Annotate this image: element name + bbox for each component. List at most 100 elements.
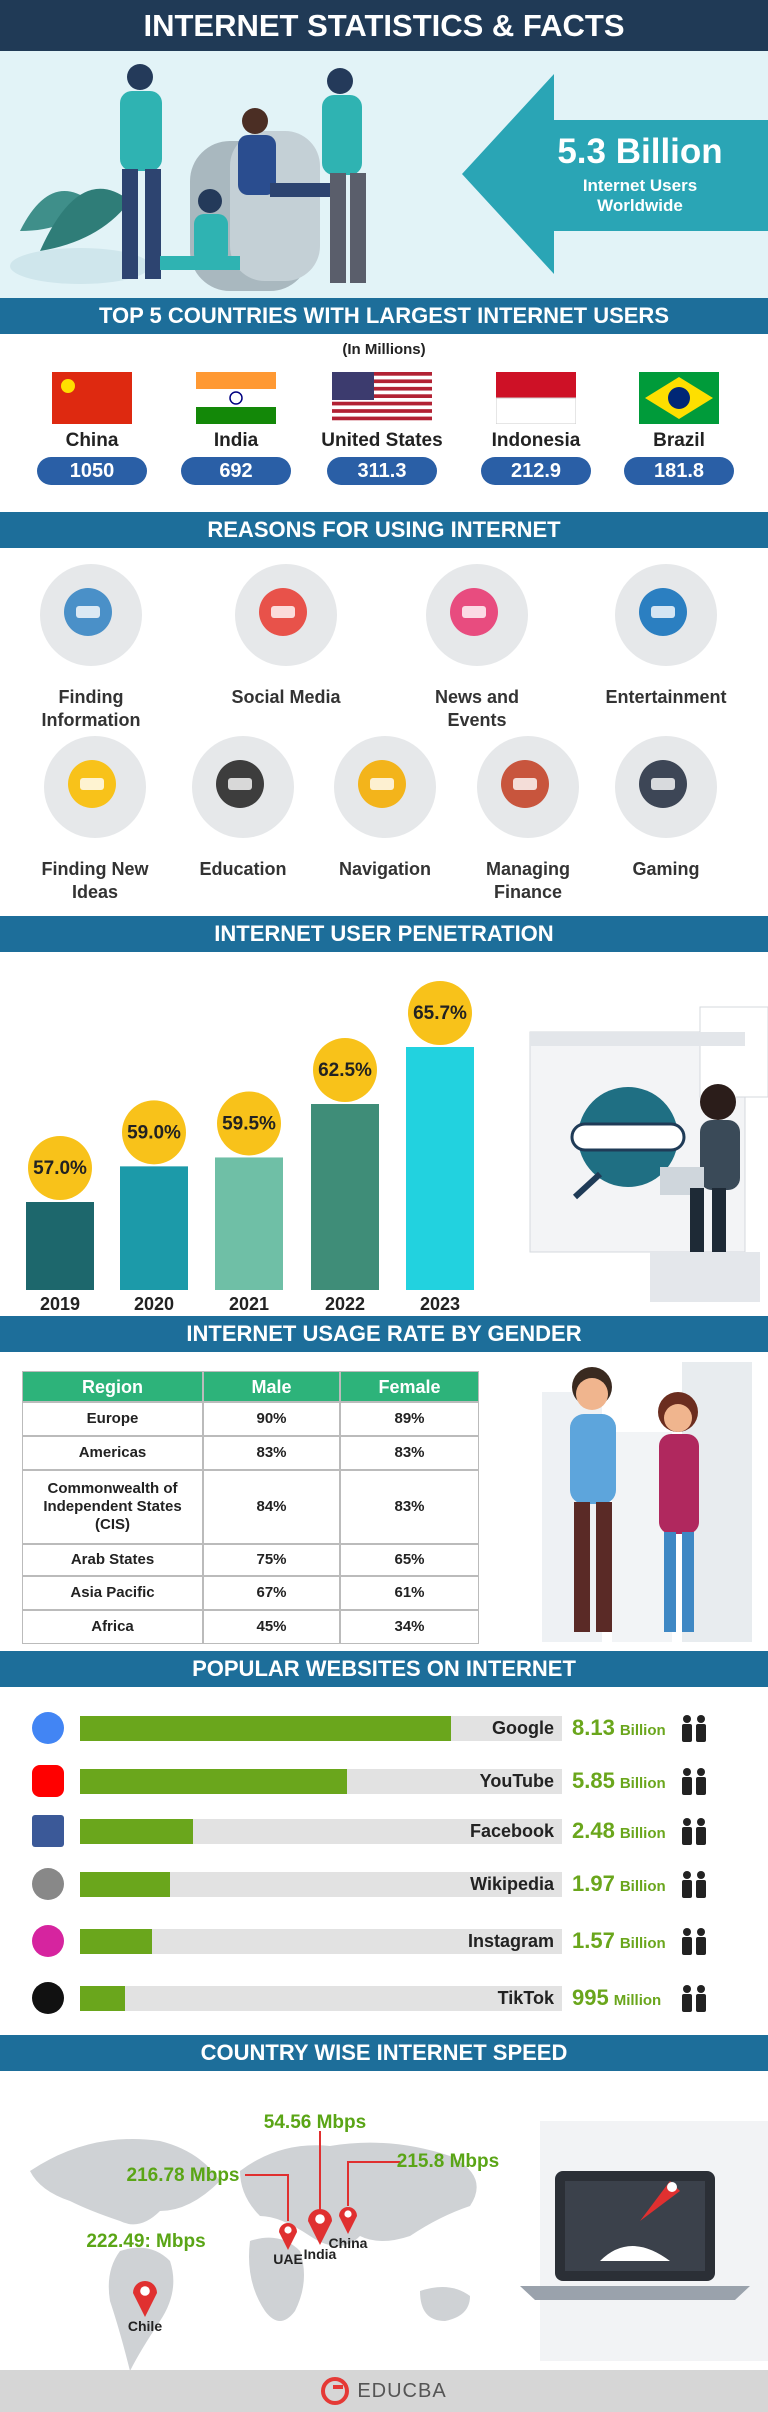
reason-label: Managing Finance (486, 859, 570, 902)
flag-star (61, 379, 75, 393)
person-body (696, 1777, 706, 1795)
value-bubble (313, 1038, 377, 1103)
value-unit: Billion (619, 1825, 666, 1842)
flag-band (496, 397, 576, 424)
decoration (350, 173, 366, 283)
decoration (122, 169, 138, 279)
value: 1.97 Billion (572, 1870, 666, 1898)
category-label: YouTube (479, 1771, 554, 1791)
section-title: INTERNET USAGE RATE BY GENDER (0, 1316, 768, 1352)
decoration (321, 2377, 350, 2405)
x-tick-label: 2022 (325, 1294, 365, 1314)
section-title: COUNTRY WISE INTERNET SPEED (0, 2035, 768, 2071)
hero-headline: 5.3 Billion (557, 132, 723, 171)
speed-label: 54.56 Mbps (264, 2112, 366, 2133)
decoration (690, 1188, 704, 1268)
decoration (194, 214, 228, 264)
gender-table: Region Male Female Europe 90% 89% Americas 83% 8… (22, 1371, 479, 1644)
value-unit: Billion (619, 1775, 666, 1792)
flag-stripe (332, 409, 432, 413)
country-value: 212.9 (481, 457, 591, 485)
flag-wheel (229, 391, 243, 405)
value-bubble (217, 1091, 281, 1156)
person-body (682, 1937, 692, 1955)
value-bubble (408, 981, 472, 1045)
bar (80, 1929, 152, 1954)
header: INTERNET STATISTICS & FACTS (0, 0, 768, 51)
couple-illustration (542, 1362, 752, 1642)
value-unit: Billion (619, 1878, 666, 1895)
table-cell: 83% (340, 1436, 479, 1470)
person-head (697, 1985, 705, 1993)
decoration (145, 169, 161, 279)
bar (406, 1047, 474, 1290)
icon-glyph (80, 778, 104, 790)
value: 2.48 Billion (572, 1817, 666, 1845)
reason-icon (192, 736, 294, 838)
decoration (664, 1404, 692, 1432)
country-name: China (65, 430, 119, 451)
x-tick-label: 2021 (229, 1294, 269, 1314)
table-cell: 61% (340, 1576, 479, 1610)
section-title: TOP 5 COUNTRIES WITH LARGEST INTERNET US… (0, 298, 768, 334)
flag-stripe (332, 372, 432, 376)
value-label: 59.0% (127, 1122, 181, 1143)
bar (80, 1986, 126, 2011)
person-head (697, 1715, 705, 1723)
flag (196, 372, 276, 424)
pin-hole (315, 2214, 325, 2224)
country-value: 1050 (37, 457, 147, 485)
country-value: 181.8 (624, 457, 734, 485)
location-label: Chile (128, 2318, 162, 2334)
bar (26, 1202, 94, 1290)
table-cell: Africa (22, 1610, 203, 1644)
country-name: Brazil (653, 430, 705, 451)
people-icon (682, 1985, 706, 2012)
decoration (576, 1378, 608, 1410)
speed-label: 222.49: Mbps (86, 2231, 205, 2252)
person-body (696, 1880, 706, 1898)
decoration (520, 2286, 750, 2300)
bar (215, 1157, 283, 1290)
table-cell: 45% (203, 1610, 340, 1644)
leader-line (347, 2161, 400, 2206)
value: 1.57 Billion (572, 1927, 666, 1955)
icon-glyph (76, 606, 100, 618)
person-body (682, 1777, 692, 1795)
icon-glyph (651, 606, 675, 618)
person-head (683, 1768, 691, 1776)
person-body (696, 1994, 706, 2012)
value-label: 2.48 (572, 1818, 615, 1843)
value-unit: Billion (619, 1935, 666, 1952)
reason-icon (334, 736, 436, 838)
table-cell: Americas (22, 1436, 203, 1470)
section-title: POPULAR WEBSITES ON INTERNET (0, 1651, 768, 1687)
reason-icon (615, 736, 717, 838)
location-label: China (329, 2235, 368, 2251)
decoration (700, 1120, 740, 1190)
flag-band (196, 407, 276, 424)
table-cell: 83% (340, 1470, 479, 1544)
flag (332, 372, 432, 421)
flag-stripe (332, 379, 432, 384)
country-value: 311.3 (327, 457, 437, 485)
category-label: Wikipedia (470, 1874, 554, 1894)
value-unit: Billion (619, 1722, 666, 1739)
value: 8.13 Billion (572, 1714, 666, 1742)
flag-band (196, 372, 276, 389)
location-pin (133, 2281, 157, 2317)
reason-label: Education (199, 859, 287, 879)
hero-art (0, 51, 768, 298)
table-cell: Commonwealth of Independent States (CIS) (22, 1470, 203, 1544)
table-cell: Arab States (22, 1544, 203, 1576)
decoration (242, 108, 268, 134)
person-body (682, 1827, 692, 1845)
reason-label: Finding Information (41, 687, 141, 730)
site-icon (32, 1815, 64, 1847)
value: 5.85 Billion (572, 1767, 666, 1795)
reason-label: Social Media (231, 687, 341, 707)
person-head (697, 1928, 705, 1936)
bar (80, 1769, 348, 1794)
person-head (683, 1818, 691, 1826)
